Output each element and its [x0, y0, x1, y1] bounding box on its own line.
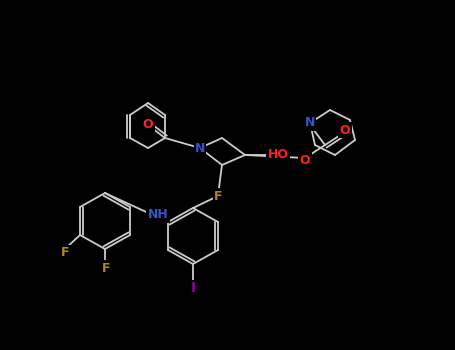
- Text: N: N: [305, 117, 315, 130]
- Text: F: F: [214, 189, 222, 203]
- Text: O: O: [300, 154, 310, 167]
- Text: HO: HO: [268, 148, 288, 161]
- Text: NH: NH: [147, 209, 168, 222]
- Text: F: F: [61, 246, 69, 259]
- Text: O: O: [143, 119, 153, 132]
- Text: N: N: [195, 141, 205, 154]
- Text: I: I: [191, 281, 196, 295]
- Text: F: F: [102, 261, 110, 274]
- Text: O: O: [340, 124, 350, 136]
